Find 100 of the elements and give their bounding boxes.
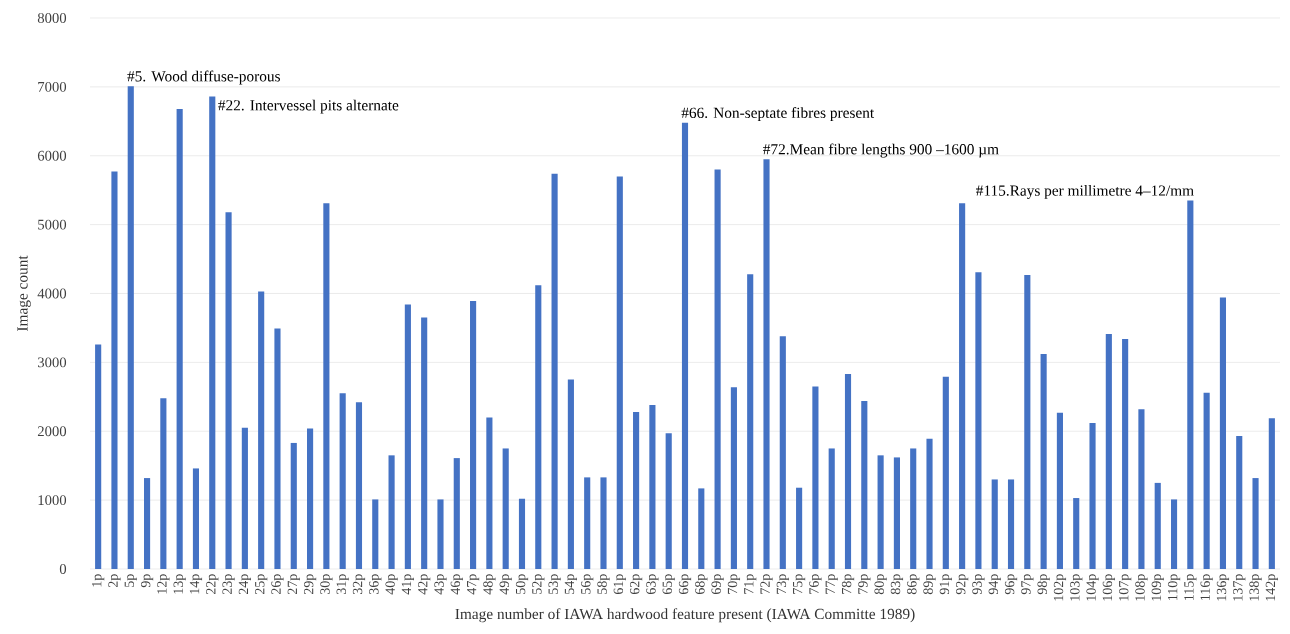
bar: [584, 477, 591, 569]
bar: [1203, 392, 1210, 569]
bar: [926, 438, 933, 569]
bar: [616, 176, 623, 569]
x-tick-label: 12p: [157, 574, 170, 594]
x-tick-label: 78p: [841, 574, 855, 594]
bar: [339, 393, 346, 569]
bar: [225, 212, 232, 569]
bar: [486, 417, 493, 569]
bar: [372, 499, 379, 569]
bar: [1007, 479, 1015, 569]
x-tick-label: 56p: [581, 574, 594, 594]
x-tick-label: 48p: [483, 574, 496, 595]
bar: [453, 458, 460, 569]
x-tick-label: 36p: [369, 574, 382, 595]
x-tick-label: 22p: [206, 574, 219, 595]
bar: [1122, 338, 1129, 569]
x-tick-label: 27p: [287, 574, 300, 595]
x-tick-label: 80p: [874, 574, 887, 595]
y-tick-label: 7000: [38, 81, 67, 92]
x-tick-label: 25p: [255, 574, 268, 595]
x-tick-label: 47p: [467, 574, 480, 595]
x-tick-label: 115p: [1184, 574, 1197, 600]
x-tick-label: 96p: [1004, 574, 1018, 595]
x-tick-label: 42p: [418, 574, 431, 595]
annotation: #115.Rays per millimetre 4–12/mm: [976, 184, 1194, 199]
bar: [1138, 409, 1145, 569]
bar: [796, 487, 803, 569]
bar: [404, 304, 411, 569]
bar: [421, 317, 428, 569]
bar: [241, 427, 248, 569]
y-tick-label: 4000: [37, 288, 67, 299]
bar: [111, 171, 118, 569]
y-tick-label: 1000: [38, 495, 67, 506]
bar: [665, 433, 672, 569]
x-tick-label: 68p: [695, 574, 708, 595]
x-tick-label: 5p: [124, 574, 137, 587]
bar: [176, 108, 183, 569]
x-tick-label: 29p: [303, 574, 317, 595]
y-tick-label: 3000: [38, 357, 67, 368]
bar: [1056, 412, 1063, 569]
x-tick-label: 50p: [515, 574, 529, 594]
x-tick-label: 73p: [776, 574, 789, 594]
y-tick-label: 6000: [37, 150, 67, 161]
x-tick-label: 70p: [727, 574, 741, 594]
annotation: #5. Wood diffuse-porous: [127, 70, 280, 85]
x-tick-label: 106p: [1102, 574, 1115, 601]
y-tick-label: 8000: [37, 13, 67, 23]
x-tick-label: 77p: [825, 574, 838, 594]
x-tick-label: 41p: [401, 574, 414, 595]
x-tick-label: 30p: [320, 574, 333, 595]
bar: [1105, 334, 1112, 569]
y-tick-label: 0: [59, 564, 67, 574]
x-tick-label: 32p: [352, 574, 366, 595]
bar: [779, 336, 786, 569]
bar: [681, 122, 689, 569]
x-tick-label: 116p: [1200, 574, 1213, 600]
bar: [991, 479, 998, 569]
x-tick-label: 138p: [1249, 574, 1262, 601]
x-tick-label: 61p: [613, 574, 626, 595]
bar: [437, 499, 444, 569]
x-tick-label: 94p: [988, 574, 1001, 595]
bar: [1089, 422, 1096, 569]
bar: [323, 203, 330, 569]
bar: [258, 291, 265, 569]
bar: [942, 376, 949, 569]
x-tick-label: 71p: [744, 574, 757, 594]
y-tick-label: 5000: [38, 219, 67, 230]
x-tick-label: 107p: [1118, 574, 1132, 601]
bar: [1252, 478, 1259, 569]
x-tick-label: 62p: [629, 574, 643, 595]
bar: [1073, 498, 1080, 569]
x-tick-label: 52p: [532, 574, 545, 594]
bar: [910, 448, 917, 569]
bar: [1187, 200, 1194, 569]
y-tick-label: 2000: [37, 426, 67, 437]
bar: [355, 402, 363, 569]
bar: [518, 498, 526, 569]
bar: [502, 448, 509, 569]
x-tick-label: 66p: [678, 574, 692, 595]
x-tick-label: 63p: [646, 574, 659, 595]
x-tick-label: 14p: [189, 574, 203, 594]
x-tick-label: 142p: [1265, 574, 1278, 601]
bar: [633, 411, 640, 569]
bar: [975, 272, 982, 569]
bar: [714, 169, 721, 569]
x-tick-label: 79p: [858, 574, 871, 594]
x-tick-label: 91p: [939, 574, 952, 595]
x-tick-label: 104p: [1086, 574, 1099, 601]
x-tick-label: 2p: [108, 574, 121, 588]
x-tick-label: 86p: [907, 574, 920, 595]
x-tick-label: 69p: [711, 574, 724, 595]
x-tick-label: 72p: [760, 574, 773, 594]
x-tick-label: 53p: [548, 574, 561, 594]
bar: [470, 301, 477, 569]
bar: [144, 478, 151, 569]
bar: [1219, 297, 1226, 569]
x-tick-label: 65p: [662, 574, 675, 595]
bar: [763, 159, 770, 569]
x-tick-label: 49p: [499, 574, 512, 595]
